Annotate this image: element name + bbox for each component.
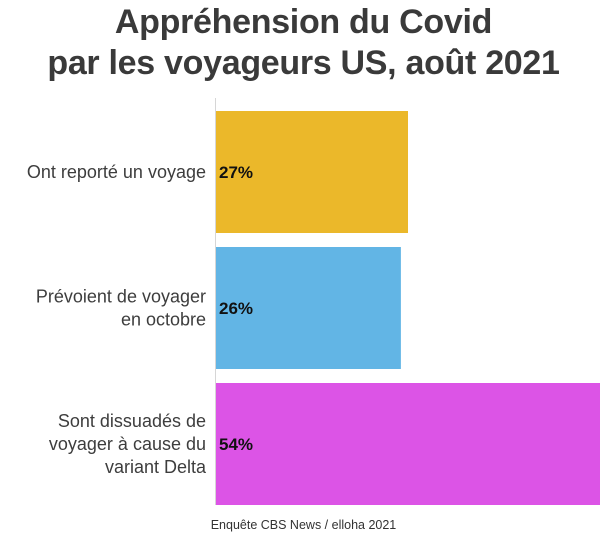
chart-title-line-2: par les voyageurs US, août 2021 [47,44,560,82]
chart-title: Appréhension du Covid par les voyageurs … [0,2,607,84]
category-label-3: Sont dissuadés de voyager à cause du varia… [49,411,207,477]
source-note: Enquête CBS News / elloha 2021 [210,518,397,532]
bar-value-label-2: 26% [219,299,253,318]
bar-value-label-1: 27% [219,163,253,182]
chart-title-line-1: Appréhension du Covid [114,3,493,41]
bar-3 [216,383,600,505]
bar-1 [216,111,408,233]
category-label-2: Prévoient de voyager en octobre [36,287,206,330]
bar-value-label-3: 54% [219,435,253,454]
bar-2 [216,247,401,369]
category-label-1: Ont reporté un voyage [27,162,206,182]
